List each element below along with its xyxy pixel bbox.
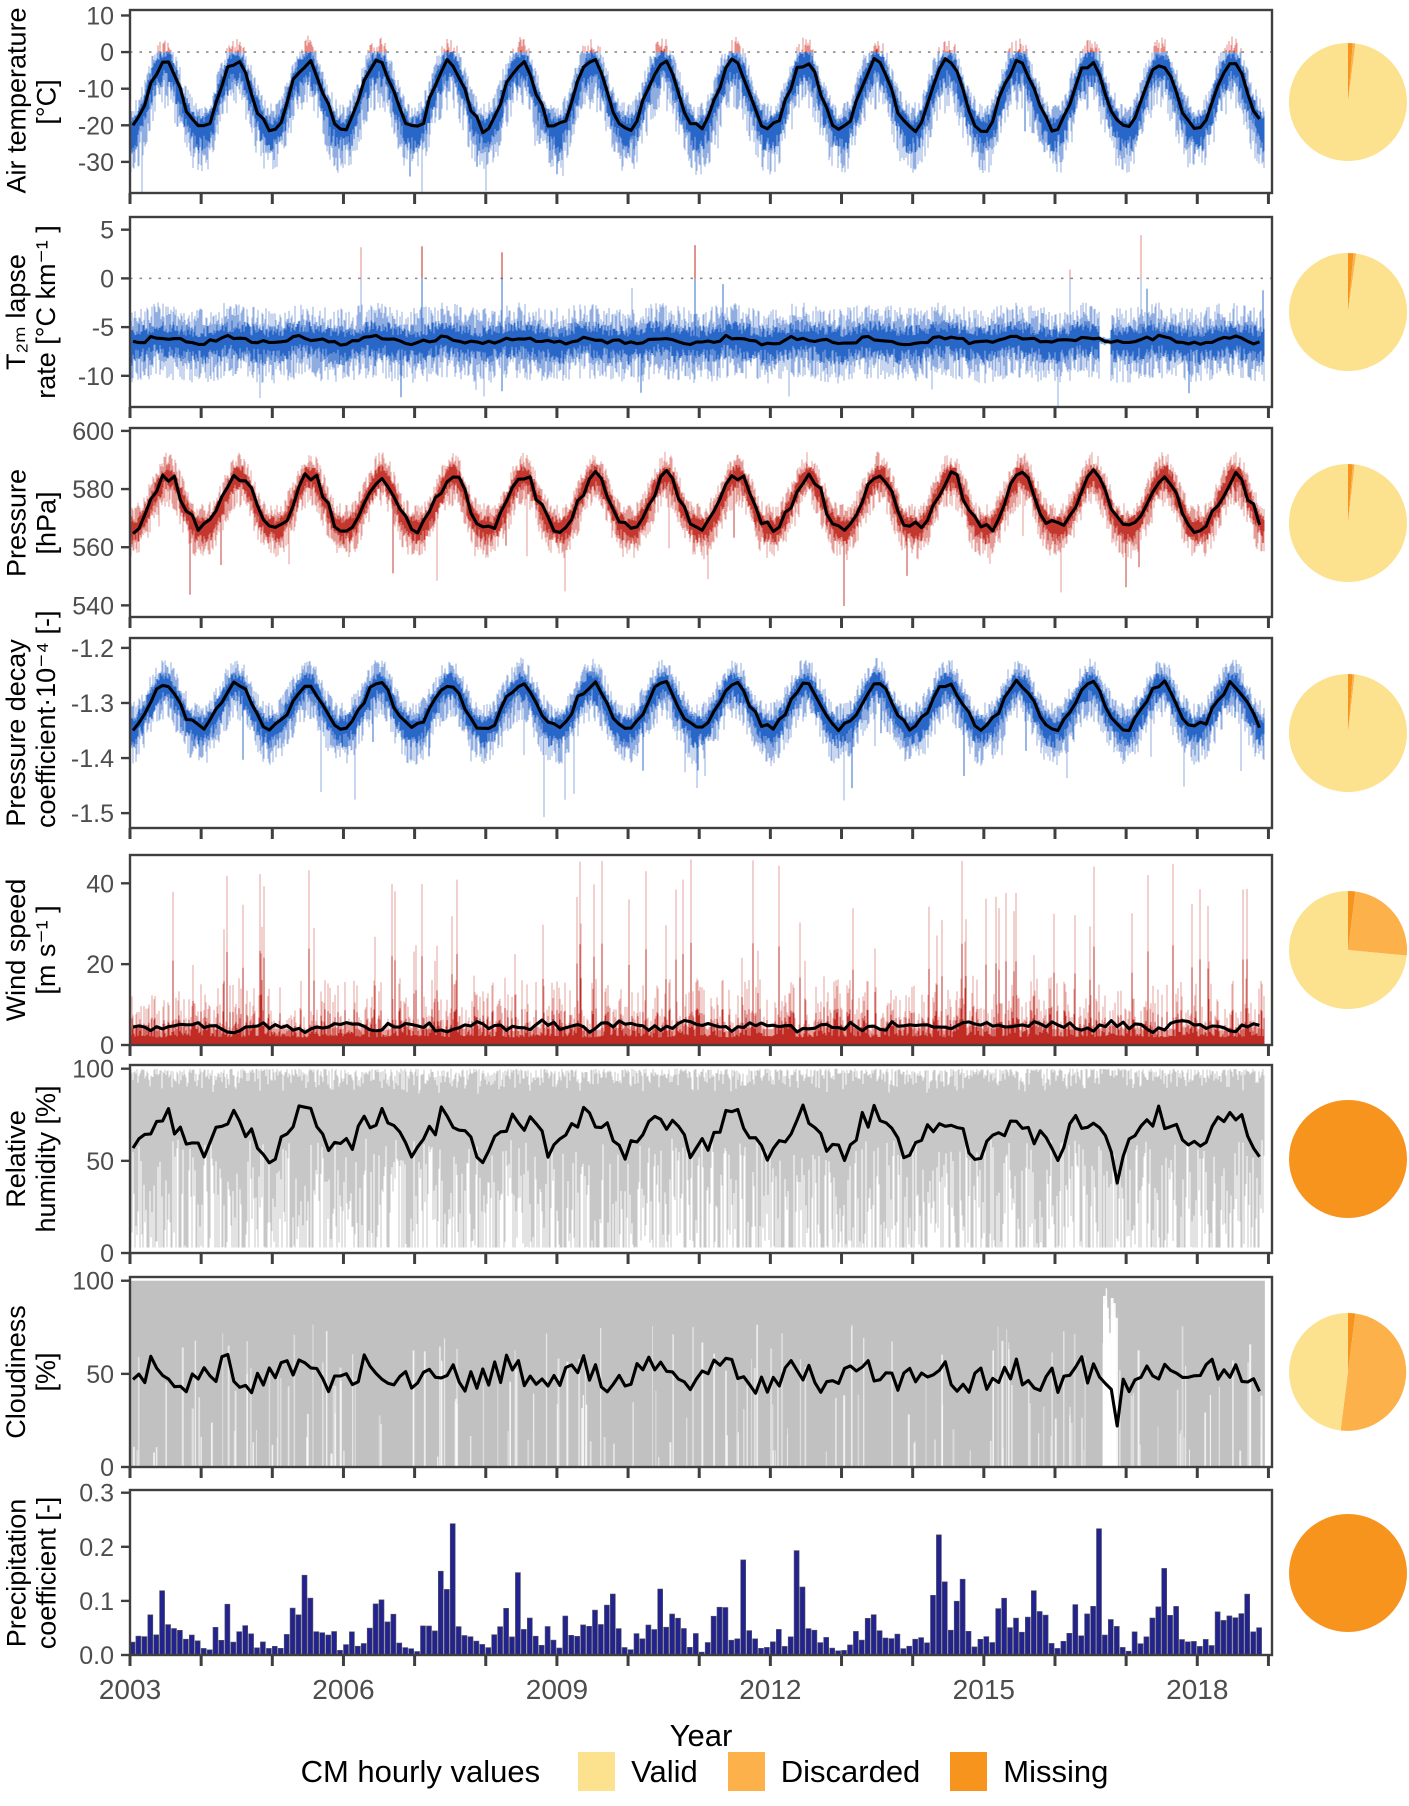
air-temperature-ytick-label: 10	[86, 2, 114, 30]
pressure-decay-coefficient-axis-title: Pressure decay coefficient·10⁻⁴ [-]	[1, 610, 61, 828]
legend: CM hourly values Valid Discarded Missing	[0, 1752, 1409, 1791]
pressure-ytick-label: 560	[72, 534, 114, 562]
relative-humidity-plot: 100 50 0	[72, 1056, 1274, 1268]
x-tick-label-2015: 2015	[953, 1674, 1015, 1705]
air-temperature-ytick-label: -30	[78, 149, 114, 177]
t2m-lapse-rate-ytick-label: -10	[78, 363, 114, 391]
pressure-decay-coefficient-ytick-label: -1.4	[71, 745, 114, 773]
discarded-color-swatch	[727, 1752, 765, 1791]
x-tick-label-2018: 2018	[1166, 1674, 1228, 1705]
pressure-decay-coefficient-ytick-label: -1.5	[71, 800, 114, 828]
relative-humidity-ytick-label: 50	[86, 1148, 114, 1176]
pressure-ytick-label: 600	[72, 418, 114, 446]
cloudiness-quality-pie	[1289, 1313, 1407, 1431]
wind-speed-ytick-label: 0	[100, 1032, 114, 1060]
x-tick-label-2006: 2006	[312, 1674, 374, 1705]
precipitation-coefficient-ytick-label: 0.0	[79, 1642, 114, 1670]
air-temperature-ytick-label: -20	[78, 112, 114, 140]
pressure-plot: 600 580 560 540	[72, 418, 1274, 628]
pressure-ytick-label: 580	[72, 476, 114, 504]
precipitation-coefficient-axis-title: Precipitation coefficient [-]	[1, 1496, 61, 1649]
pressure-decay-coefficient-quality-pie	[1288, 674, 1407, 792]
cloudiness-plot: 100 50 0	[72, 1268, 1274, 1482]
t2m-lapse-rate-quality-pie	[1289, 253, 1408, 371]
air-temperature-quality-pie	[1288, 42, 1407, 161]
pressure-decay-coefficient-ytick-label: -1.3	[71, 690, 114, 718]
wind-speed-ytick-label: 40	[86, 870, 114, 898]
t2m-lapse-rate-plot: 5 0 -5 -10	[78, 215, 1274, 418]
cloudiness-ytick-label: 0	[100, 1454, 114, 1482]
t2m-lapse-rate-axis-title: T₂ₘ lapse rate [°C km⁻¹ ]	[1, 225, 61, 399]
precipitation-coefficient-ytick-label: 0.1	[79, 1588, 114, 1616]
pressure-quality-pie	[1288, 463, 1407, 582]
precipitation-coefficient-plot: 0.3 0.2 0.1 0.0 2003 2006 2009 2012 2015 2018	[79, 1480, 1274, 1705]
air-temperature-plot: 10 0 -10 -20 -30	[78, 2, 1274, 204]
relative-humidity-axis-title: Relative humidity [%]	[1, 1085, 61, 1233]
precipitation-coefficient-quality-pie	[1289, 1513, 1407, 1632]
air-temperature-ytick-label: -10	[78, 76, 114, 104]
t2m-lapse-rate-ytick-label: -5	[92, 314, 114, 342]
legend-label-valid: Valid	[631, 1753, 698, 1789]
cloudiness-ytick-label: 50	[86, 1361, 114, 1389]
missing-color-swatch	[950, 1752, 988, 1791]
pressure-decay-coefficient-ytick-label: -1.2	[71, 635, 114, 663]
legend-label-missing: Missing	[1003, 1753, 1109, 1789]
legend-title: CM hourly values	[300, 1753, 541, 1789]
pressure-axis-title: Pressure [hPa]	[1, 468, 61, 577]
wind-speed-axis-title: Wind speed [m s⁻¹ ]	[1, 878, 61, 1022]
x-tick-label-2009: 2009	[526, 1674, 588, 1705]
air-temperature-axis-title: Air temperature [°C]	[1, 6, 61, 193]
relative-humidity-quality-pie	[1289, 1100, 1407, 1218]
pressure-decay-coefficient-plot: -1.2 -1.3 -1.4 -1.5	[71, 635, 1274, 839]
wind-speed-ytick-label: 20	[86, 951, 114, 979]
wind-speed-plot: 40 20 0	[86, 853, 1274, 1060]
legend-item-discarded: Discarded	[727, 1752, 921, 1791]
relative-humidity-ytick-label: 0	[100, 1240, 114, 1268]
x-axis-title: Year	[669, 1718, 733, 1753]
x-tick-label-2012: 2012	[739, 1674, 801, 1705]
t2m-lapse-rate-ytick-label: 5	[100, 217, 114, 245]
wind-speed-quality-pie	[1289, 891, 1408, 1009]
legend-label-discarded: Discarded	[780, 1753, 921, 1789]
air-temperature-ytick-label: 0	[100, 39, 114, 67]
cloudiness-ytick-label: 100	[72, 1268, 114, 1296]
precipitation-coefficient-ytick-label: 0.3	[79, 1480, 114, 1508]
valid-color-swatch	[578, 1752, 616, 1791]
legend-item-missing: Missing	[950, 1752, 1108, 1791]
relative-humidity-ytick-label: 100	[72, 1056, 114, 1084]
t2m-lapse-rate-ytick-label: 0	[100, 265, 114, 293]
cloudiness-axis-title: Cloudiness [%]	[1, 1305, 61, 1439]
x-tick-label-2003: 2003	[99, 1674, 161, 1705]
pressure-ytick-label: 540	[72, 592, 114, 620]
legend-item-valid: Valid	[578, 1752, 698, 1791]
precipitation-coefficient-ytick-label: 0.2	[79, 1534, 114, 1562]
